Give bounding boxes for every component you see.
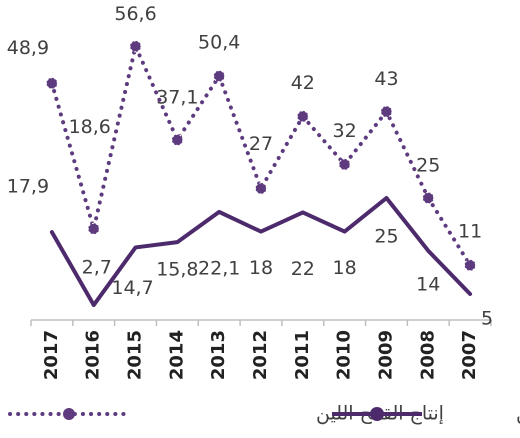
point-marker [45, 77, 58, 90]
data-label: 42 [291, 72, 315, 94]
data-label: 5 [481, 308, 493, 330]
series-line [49, 44, 473, 268]
point-marker [255, 182, 267, 195]
point-marker [422, 192, 435, 204]
data-label: 48,9 [7, 37, 49, 59]
x-tick-label: 2009 [375, 330, 396, 380]
data-label: 14,7 [111, 277, 153, 299]
data-label: 32 [333, 120, 357, 142]
series-line [49, 196, 473, 308]
data-label: 18 [333, 257, 357, 279]
data-label: 37,1 [156, 86, 198, 108]
point-marker [296, 110, 309, 123]
data-label: 18 [249, 257, 273, 279]
point-marker [129, 40, 142, 53]
data-label: 25 [416, 155, 440, 177]
data-label: 14 [416, 273, 440, 295]
legend-marker [370, 407, 384, 421]
x-tick-label: 2017 [41, 330, 62, 380]
point-marker [171, 133, 184, 146]
x-tick-label: 2012 [250, 330, 271, 380]
point-marker [87, 222, 100, 235]
data-label: 43 [374, 68, 398, 90]
data-label: 11 [458, 221, 482, 243]
point-marker [213, 70, 226, 83]
data-label: 15,8 [156, 259, 198, 281]
x-tick-label: 2016 [83, 330, 104, 380]
x-tick-label: 2007 [459, 330, 480, 380]
data-label: 22 [291, 258, 315, 280]
x-tick-label: 2013 [208, 330, 229, 380]
x-tick-label: 2015 [125, 330, 146, 380]
x-tick-label: 2011 [292, 330, 313, 380]
point-marker [464, 259, 477, 272]
point-marker [380, 105, 393, 118]
x-tick-label: 2008 [417, 330, 438, 380]
data-label: 25 [374, 226, 398, 248]
data-label: 27 [249, 133, 273, 155]
data-label: 22,1 [198, 257, 240, 279]
data-label: 17,9 [7, 176, 49, 198]
x-tick-label: 2010 [334, 330, 355, 380]
point-marker [338, 158, 351, 171]
data-label: 18,6 [69, 116, 111, 138]
data-label: 56,6 [114, 3, 156, 25]
data-label: 50,4 [198, 32, 240, 54]
legend-label: تجميع القمح اللين [516, 403, 520, 425]
x-tick-label: 2014 [166, 330, 187, 380]
legend-marker [63, 408, 75, 420]
data-label: 2,7 [82, 257, 112, 279]
